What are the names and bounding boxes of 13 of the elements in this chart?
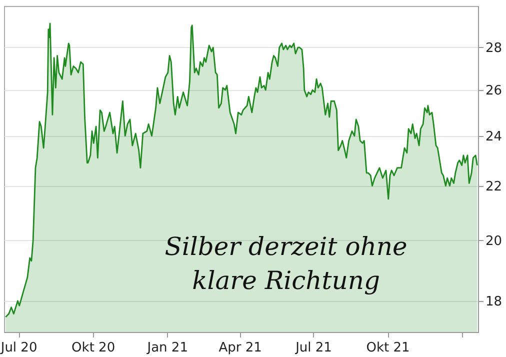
y-tick-label: 22 [486, 179, 502, 194]
x-tick-label: Apr 21 [218, 340, 262, 356]
x-tick-label: Okt 21 [366, 340, 410, 356]
y-tick-label: 18 [486, 294, 502, 310]
y-tick-label: 24 [486, 129, 502, 144]
y-tick-label: 28 [486, 40, 502, 56]
annotation: Silber derzeit ohne klare Richtung [164, 232, 408, 296]
y-tick-label: 26 [486, 83, 502, 98]
x-tick-label: Jul 20 [0, 340, 38, 356]
x-tick-label: Jul 21 [294, 340, 332, 356]
x-tick-label: Okt 20 [72, 340, 116, 356]
y-tick-label: 20 [486, 234, 502, 249]
x-tick-label: Jan 21 [146, 340, 188, 356]
